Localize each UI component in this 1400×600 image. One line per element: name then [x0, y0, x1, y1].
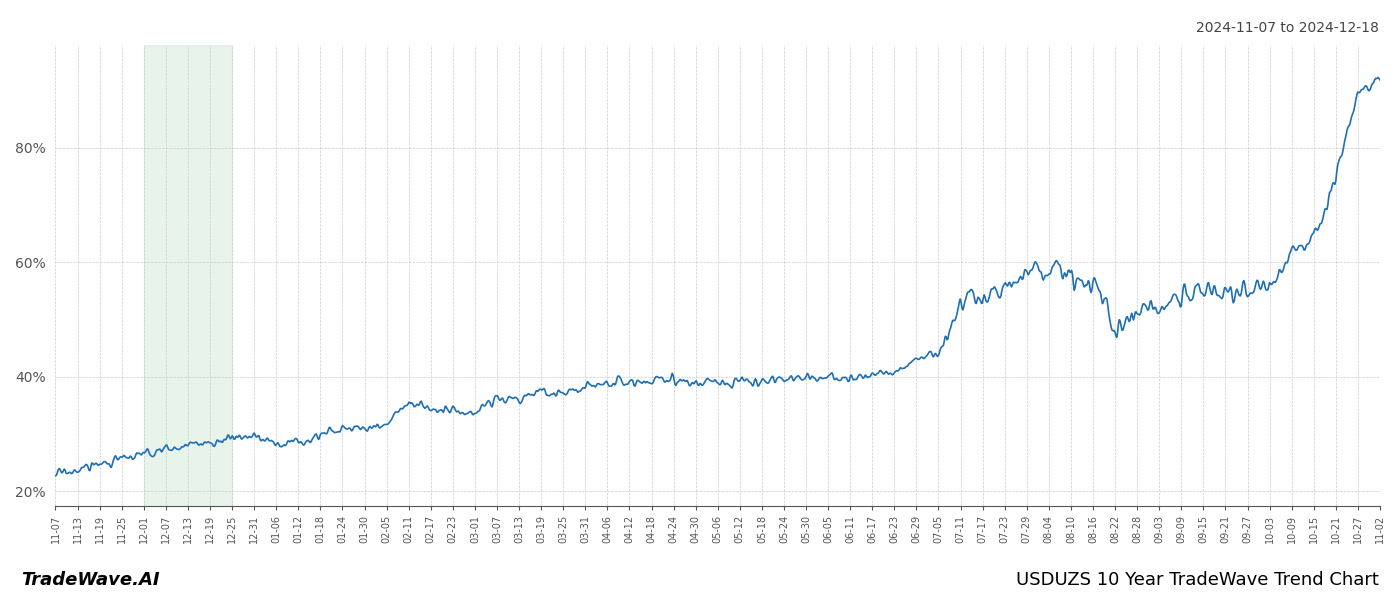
Text: USDUZS 10 Year TradeWave Trend Chart: USDUZS 10 Year TradeWave Trend Chart: [1016, 571, 1379, 589]
Bar: [144, 45, 232, 506]
Text: TradeWave.AI: TradeWave.AI: [21, 571, 160, 589]
Text: 2024-11-07 to 2024-12-18: 2024-11-07 to 2024-12-18: [1196, 21, 1379, 35]
